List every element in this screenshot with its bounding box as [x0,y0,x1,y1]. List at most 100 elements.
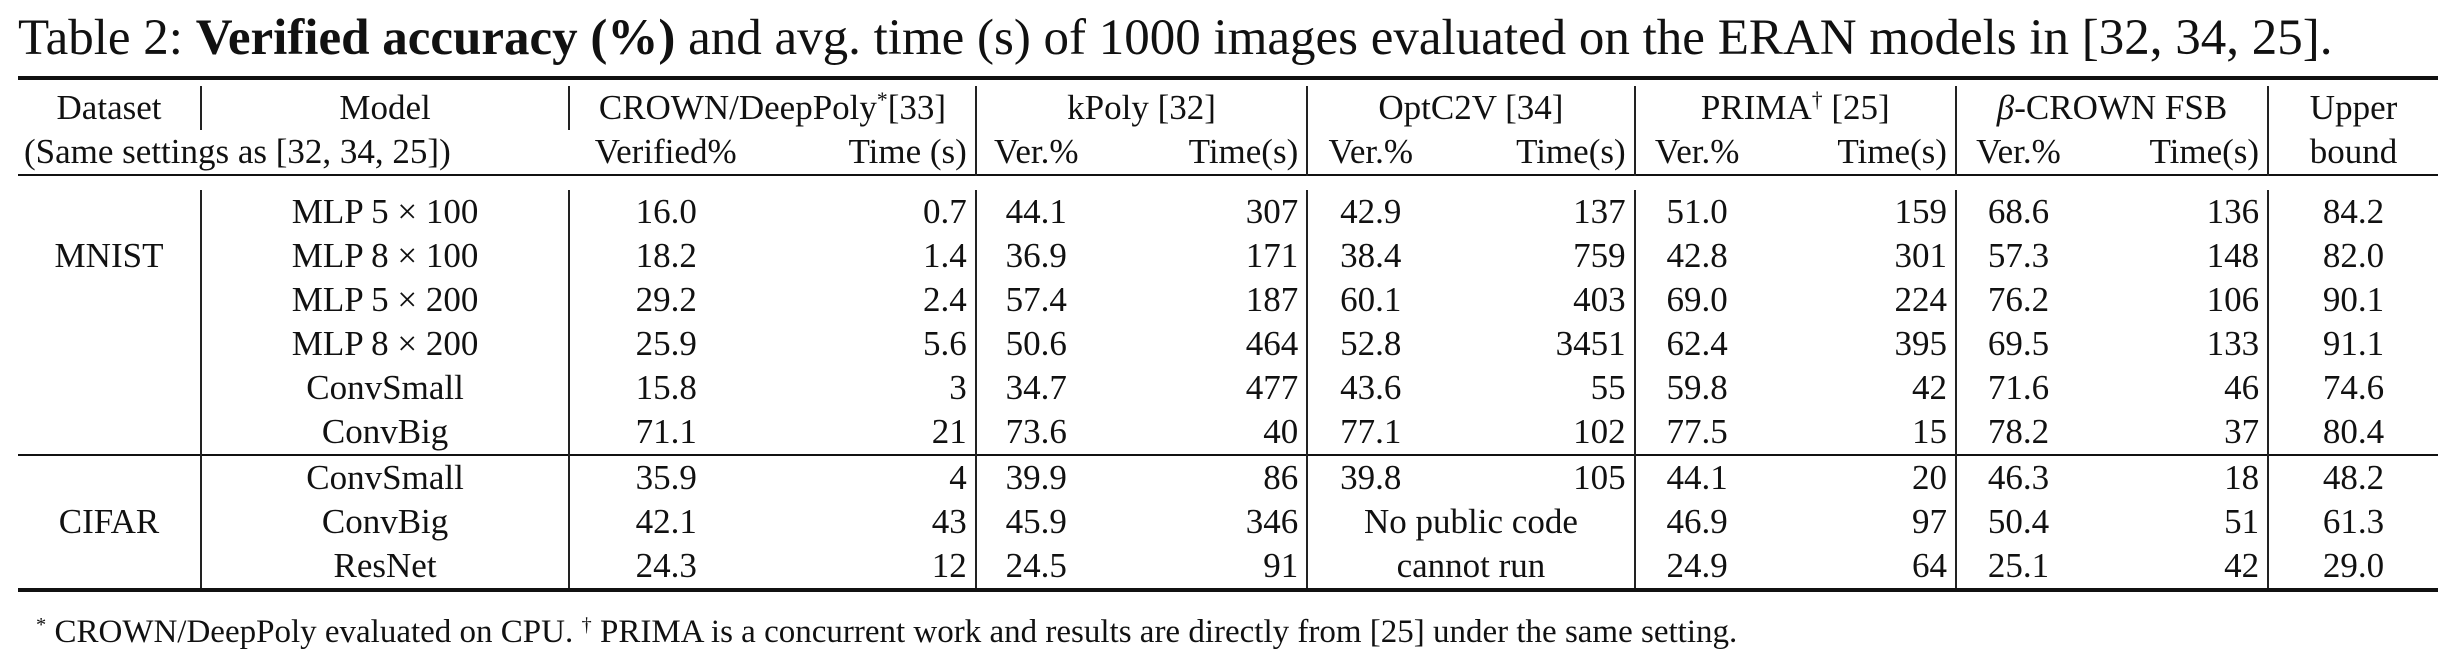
optc2v-verified-cell: 38.4 [1340,236,1402,275]
upper-bound-cell: 29.0 [2322,546,2385,585]
kpoly-verified-cell: 57.4 [1005,280,1067,319]
optc2v-time-cell: 137 [1433,190,1636,234]
model-cell: ResNet [201,544,571,590]
header-kpoly-ver: Ver.% [994,132,1079,171]
header-prima: PRIMA† [25] [1634,86,1957,130]
beta-crown-verified-cell: 76.2 [1987,280,2050,319]
prima-time-cell: 224 [1758,278,1957,322]
prima-time-cell: 20 [1758,456,1957,500]
table-row: ResNet 24.3 12 24.5 91 cannot run 24.9 64 25.1 42… [18,544,2438,590]
kpoly-verified-cell: 45.9 [1005,502,1067,541]
header-time: Time (s) [762,130,977,175]
kpoly-verified-cell: 39.9 [1005,458,1067,497]
header-crown: CROWN/DeepPoly*[33] [569,86,977,130]
optc2v-verified-cell: 42.9 [1340,192,1402,231]
prima-time-cell: 64 [1758,544,1957,590]
crown-time-cell: 5.6 [762,322,977,366]
header-upper: Upper [2309,88,2398,127]
dataset-cell [18,190,203,234]
prima-verified-cell: 77.5 [1666,412,1728,451]
crown-verified-cell: 16.0 [635,192,697,231]
dataset-cell: CIFAR [18,500,203,544]
upper-bound-cell: 82.0 [2322,236,2385,275]
beta-crown-time-cell: 46 [2079,366,2270,410]
optc2v-time-cell: 105 [1433,456,1636,500]
beta-crown-time-cell: 42 [2079,544,2270,590]
crown-verified-cell: 35.9 [635,458,697,497]
beta-crown-verified-cell: 69.5 [1987,324,2050,363]
crown-time-cell: 43 [762,500,977,544]
dataset-cell: MNIST [18,234,203,278]
header-prima-ver: Ver.% [1654,132,1740,171]
prima-verified-cell: 62.4 [1666,324,1728,363]
table-row: ConvBig 71.1 21 73.6 40 77.1 102 77.5 15 78.2 37 80… [18,410,2438,455]
crown-time-cell: 12 [762,544,977,590]
optc2v-time-cell: 759 [1433,234,1636,278]
kpoly-time-cell: 171 [1095,234,1309,278]
crown-time-cell: 1.4 [762,234,977,278]
beta-crown-verified-cell: 57.3 [1987,236,2050,275]
crown-verified-cell: 29.2 [635,280,697,319]
crown-time-cell: 3 [762,366,977,410]
caption-rest: and avg. time (s) of 1000 images evaluat… [675,10,2333,66]
crown-verified-cell: 25.9 [635,324,697,363]
upper-bound-cell: 48.2 [2322,458,2385,497]
crown-verified-cell: 24.3 [635,546,697,585]
kpoly-verified-cell: 73.6 [1005,412,1067,451]
kpoly-time-cell: 307 [1095,190,1309,234]
crown-verified-cell: 18.2 [635,236,697,275]
optc2v-time-cell: 55 [1433,366,1636,410]
prima-time-cell: 15 [1758,410,1957,455]
caption-bold: Verified accuracy (%) [195,10,676,66]
beta-crown-time-cell: 148 [2079,234,2270,278]
header-beta-ver: Ver.% [1976,132,2061,171]
header-row-1: Dataset Model CROWN/DeepPoly*[33] kPoly … [18,86,2438,130]
optc2v-merged-cell: cannot run [1307,544,1636,590]
table-row: MLP 5 × 200 29.2 2.4 57.4 187 60.1 403 69.0 224 7… [18,278,2438,322]
model-cell: MLP 5 × 100 [201,190,571,234]
header-beta-time: Time(s) [2079,130,2270,175]
header-row-2: (Same settings as [32, 34, 25]) Verified… [18,130,2438,175]
table-row: MLP 8 × 200 25.9 5.6 50.6 464 52.8 3451 62.4 395… [18,322,2438,366]
header-opt-ver: Ver.% [1328,132,1414,171]
prima-verified-cell: 24.9 [1666,546,1728,585]
prima-verified-cell: 44.1 [1666,458,1728,497]
beta-crown-verified-cell: 46.3 [1987,458,2050,497]
kpoly-time-cell: 187 [1095,278,1309,322]
kpoly-time-cell: 91 [1095,544,1309,590]
crown-time-cell: 0.7 [762,190,977,234]
beta-crown-time-cell: 37 [2079,410,2270,455]
optc2v-verified-cell: 43.6 [1340,368,1402,407]
prima-time-cell: 42 [1758,366,1957,410]
header-opt-time: Time(s) [1433,130,1636,175]
optc2v-verified-cell: 52.8 [1340,324,1402,363]
optc2v-verified-cell: 77.1 [1340,412,1402,451]
dataset-cell [18,456,203,500]
prima-time-cell: 97 [1758,500,1957,544]
crown-time-cell: 2.4 [762,278,977,322]
crown-time-cell: 21 [762,410,977,455]
header-verified: Verified% [594,132,737,171]
header-upper-sub: bound [2309,132,2398,171]
kpoly-time-cell: 40 [1095,410,1309,455]
mnist-group: MLP 5 × 100 16.0 0.7 44.1 307 42.9 137 51.0 159 6… [18,190,2438,455]
crown-verified-cell: 42.1 [635,502,697,541]
prima-time-cell: 395 [1758,322,1957,366]
dataset-cell [18,544,203,590]
header-dataset: Dataset [18,86,203,130]
upper-bound-cell: 90.1 [2322,280,2385,319]
dataset-cell [18,410,203,455]
dataset-cell [18,366,203,410]
model-cell: ConvSmall [201,456,571,500]
cifar-group: ConvSmall 35.9 4 39.9 86 39.8 105 44.1 20 46.3 18 4… [18,456,2438,590]
header-dataset-sub: (Same settings as [32, 34, 25]) [24,132,451,171]
prima-time-cell: 301 [1758,234,1957,278]
table-row: ConvSmall 35.9 4 39.9 86 39.8 105 44.1 20 46.3 18 4… [18,456,2438,500]
model-cell: ConvBig [201,410,571,455]
beta-crown-verified-cell: 68.6 [1987,192,2050,231]
crown-verified-cell: 71.1 [635,412,697,451]
beta-crown-time-cell: 18 [2079,456,2270,500]
beta-crown-time-cell: 106 [2079,278,2270,322]
prima-verified-cell: 42.8 [1666,236,1728,275]
